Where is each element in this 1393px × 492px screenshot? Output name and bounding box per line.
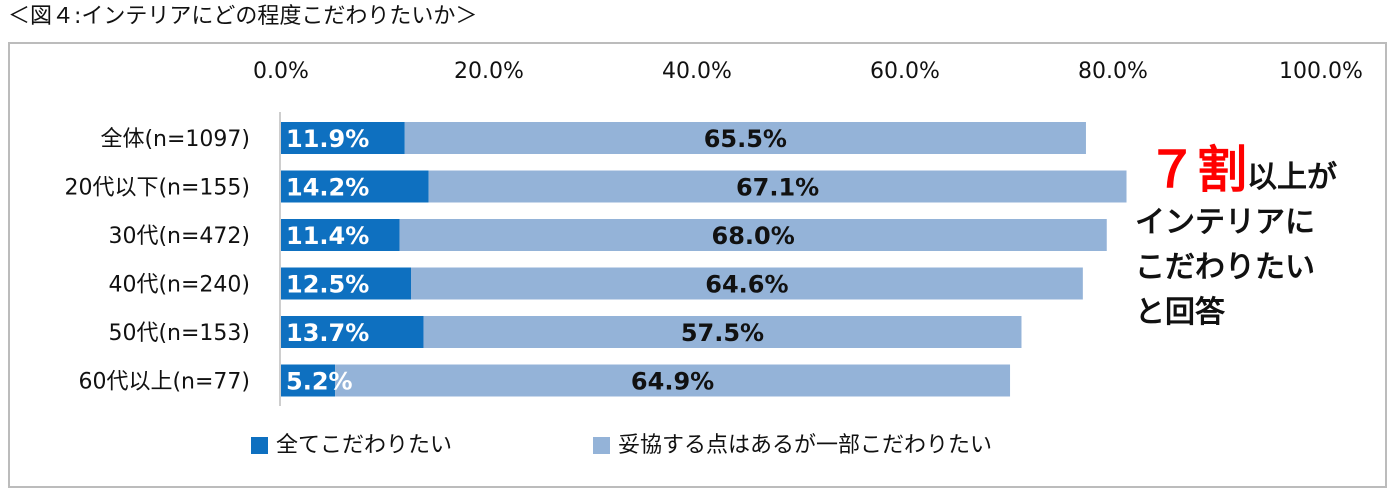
callout-line-4: と回答 — [1135, 295, 1225, 330]
category-label: 50代(n=153) — [108, 321, 250, 346]
bar-segment-series2 — [404, 122, 1086, 154]
data-label-series2: 64.6% — [705, 271, 788, 299]
data-label-series2: 68.0% — [712, 222, 795, 250]
bar-segment-series2 — [423, 316, 1022, 348]
callout-line-3: こだわりたい — [1135, 250, 1315, 285]
x-tick-label: 80.0% — [1078, 59, 1148, 84]
x-tick-label: 20.0% — [454, 59, 524, 84]
bar-segment-series2 — [411, 267, 1083, 300]
bar-segment-series1 — [281, 122, 405, 154]
chart-frame — [8, 42, 1387, 488]
data-label-series2: 67.1% — [736, 174, 819, 202]
bar-segment-series2 — [335, 364, 1011, 397]
data-label-series1: 11.9% — [286, 125, 369, 153]
data-label-series1: 13.7% — [286, 319, 369, 347]
bar-segment-series1 — [281, 170, 429, 203]
x-tick-label: 0.0% — [253, 59, 309, 84]
category-label: 20代以下(n=155) — [64, 176, 250, 201]
data-label-series1: 5.2% — [286, 368, 353, 396]
bar-segment-series1 — [281, 267, 411, 300]
x-tick-label: 60.0% — [870, 59, 940, 84]
callout-annotation: ７割以上が インテリアに こだわりたい と回答 — [1135, 145, 1337, 335]
data-label-series2: 57.5% — [681, 319, 764, 347]
legend-swatch-series2 — [593, 437, 610, 454]
callout-big-text: ７割 — [1147, 141, 1247, 199]
x-tick-label: 100.0% — [1279, 59, 1363, 84]
category-label: 40代(n=240) — [108, 273, 250, 298]
bar-segment-series1 — [281, 364, 336, 397]
legend-label-series2: 妥協する点はあるが一部こだわりたい — [618, 433, 992, 458]
data-label-series1: 11.4% — [286, 222, 369, 250]
bar-segment-series2 — [399, 219, 1107, 251]
category-label: 30代(n=472) — [108, 224, 250, 249]
callout-line-1: ７割以上が — [1135, 145, 1337, 200]
category-label: 全体(n=1097) — [100, 127, 250, 152]
legend-swatch-series1 — [251, 437, 268, 454]
data-label-series2: 64.9% — [631, 368, 714, 396]
data-label-series1: 12.5% — [286, 271, 369, 299]
callout-rest-text: 以上が — [1247, 160, 1337, 195]
callout-line-2: インテリアに — [1135, 205, 1315, 240]
data-label-series2: 65.5% — [704, 125, 787, 153]
category-label: 60代以上(n=77) — [78, 370, 250, 395]
figure-title: ＜図４:インテリアにどの程度こだわりたいか＞ — [8, 4, 478, 29]
bar-segment-series2 — [428, 170, 1127, 203]
bar-segment-series1 — [281, 219, 400, 251]
x-tick-label: 40.0% — [662, 59, 732, 84]
bar-segment-series1 — [281, 316, 424, 348]
legend-label-series1: 全てこだわりたい — [276, 433, 452, 458]
data-label-series1: 14.2% — [286, 174, 369, 202]
